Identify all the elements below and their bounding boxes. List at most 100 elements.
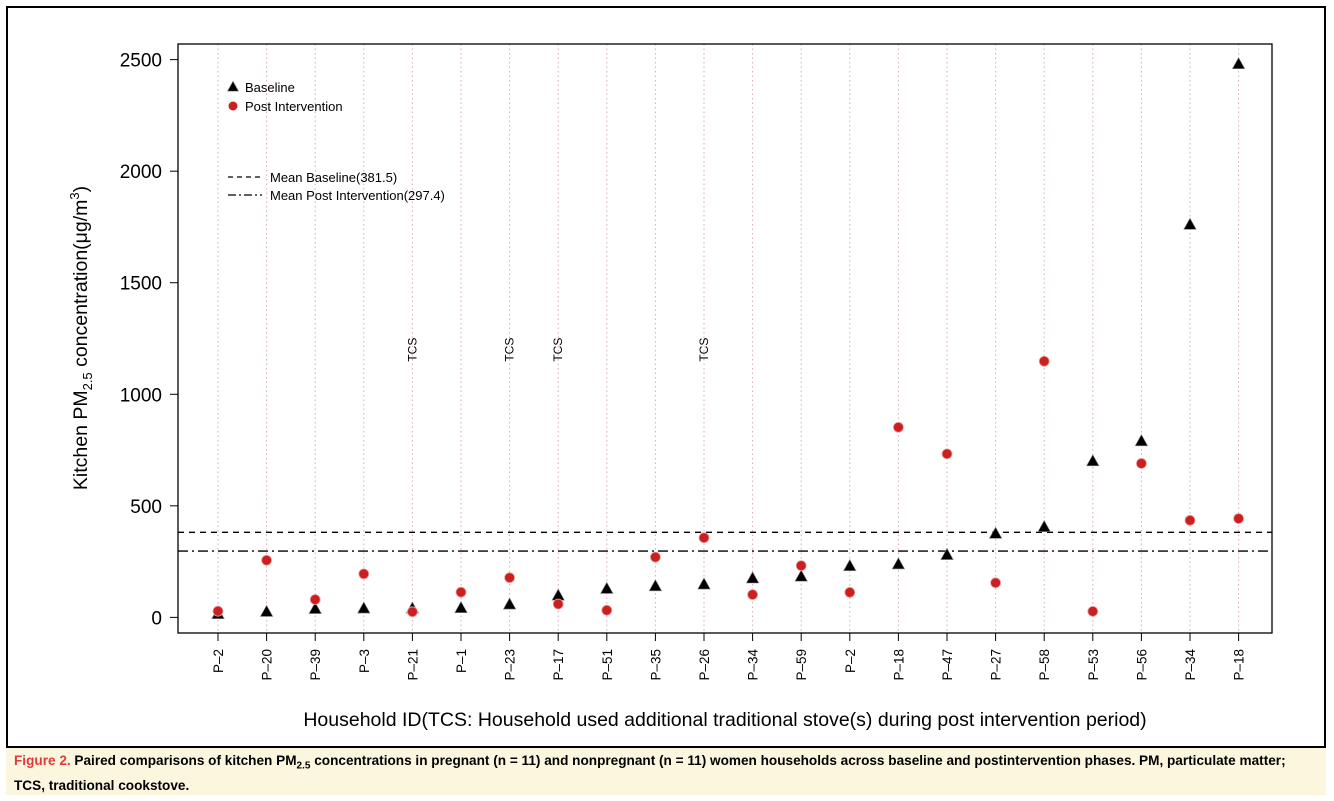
x-tick-label: P–18 bbox=[891, 649, 906, 681]
post-intervention-point bbox=[358, 568, 370, 580]
x-tick-label: P–51 bbox=[600, 649, 615, 681]
post-intervention-point bbox=[212, 605, 224, 617]
x-tick-label: P–27 bbox=[989, 649, 1004, 681]
x-tick-label: P–26 bbox=[697, 649, 712, 681]
baseline-point bbox=[308, 601, 322, 614]
baseline-point bbox=[1037, 519, 1051, 532]
baseline-point bbox=[794, 569, 808, 582]
baseline-point bbox=[551, 588, 565, 601]
baseline-point bbox=[843, 558, 857, 572]
caption-text-part1: Paired comparisons of kitchen PM bbox=[70, 753, 297, 768]
x-tick-label: P–23 bbox=[503, 649, 518, 681]
y-axis-label-main: Kitchen PM bbox=[70, 390, 92, 490]
legend-label: Baseline bbox=[245, 80, 295, 95]
x-tick-label: P–53 bbox=[1086, 649, 1101, 681]
post-intervention-point bbox=[309, 594, 321, 605]
y-axis-label: Kitchen PM2.5 concentration(μg/m3) bbox=[67, 186, 95, 490]
legend-label: Post Intervention bbox=[245, 99, 343, 114]
y-axis-label-sup: 3 bbox=[67, 192, 82, 199]
figure-label: Figure 2. bbox=[14, 753, 71, 768]
post-intervention-point bbox=[698, 532, 710, 544]
x-tick-label: P–21 bbox=[405, 649, 420, 681]
post-intervention-point bbox=[990, 577, 1001, 589]
baseline-point bbox=[1134, 434, 1149, 447]
post-intervention-point bbox=[601, 604, 613, 616]
x-tick-label: P–2 bbox=[843, 649, 858, 673]
baseline-point bbox=[891, 557, 906, 570]
baseline-point bbox=[648, 579, 663, 592]
key-label: Mean Baseline(381.5) bbox=[270, 170, 397, 185]
legend-circle-marker bbox=[228, 101, 238, 111]
baseline-point bbox=[1231, 56, 1246, 70]
baseline-point bbox=[1183, 217, 1197, 230]
plot-box bbox=[177, 43, 1273, 634]
y-axis: 0 500 1000 1500 2000 2500 bbox=[120, 51, 178, 629]
baseline-point bbox=[259, 604, 274, 617]
x-tick-label: P–47 bbox=[940, 649, 955, 681]
x-tick-label: P–34 bbox=[1183, 649, 1198, 681]
tcs-annotation: TCS bbox=[503, 338, 517, 362]
y-axis-label-end: ) bbox=[70, 186, 92, 193]
key-label: Mean Post Intervention(297.4) bbox=[270, 188, 445, 203]
post-intervention-point bbox=[650, 551, 661, 563]
tcs-annotation: TCS bbox=[551, 338, 565, 362]
post-intervention-point bbox=[455, 586, 467, 598]
legend: Baseline Post Intervention bbox=[226, 80, 343, 114]
x-tick-label: P–39 bbox=[308, 649, 323, 681]
x-axis: P–2 P–20 P–39 P–3 P–21 P–1 P–23 P–17 P–51 P–35 P–2… bbox=[211, 633, 1247, 681]
baseline-point bbox=[357, 601, 371, 614]
x-tick-label: P–1 bbox=[454, 649, 469, 673]
y-axis-label-mid: concentration(μg/m bbox=[70, 200, 92, 373]
x-tick-label: P–34 bbox=[746, 649, 761, 681]
baseline-point bbox=[697, 577, 711, 590]
y-tick-label: 0 bbox=[151, 608, 162, 629]
vertical-gridlines bbox=[217, 44, 1240, 633]
figure-frame bbox=[6, 6, 1326, 795]
y-tick-label: 2500 bbox=[120, 51, 162, 72]
tcs-annotation: TCS bbox=[405, 338, 419, 362]
post-intervention-point bbox=[406, 606, 418, 618]
x-tick-label: P–18 bbox=[1232, 649, 1247, 681]
baseline-point bbox=[502, 597, 517, 610]
post-intervention-point bbox=[1233, 513, 1244, 524]
x-tick-label: P–35 bbox=[648, 649, 663, 681]
x-tick-label: P–58 bbox=[1037, 649, 1052, 681]
caption-subscript: 2.5 bbox=[296, 760, 311, 772]
baseline-point bbox=[1086, 454, 1100, 467]
x-tick-label: P–56 bbox=[1134, 649, 1149, 681]
x-axis-label: Household ID(TCS: Household used additio… bbox=[303, 709, 1146, 731]
post-intervention-point bbox=[1184, 514, 1196, 526]
caption-text-part2: concentrations in pregnant (n = 11) and … bbox=[14, 753, 1286, 793]
baseline-point bbox=[988, 526, 1003, 539]
tcs-annotations: TCS TCS TCS TCS bbox=[405, 338, 711, 362]
tcs-annotation: TCS bbox=[697, 338, 711, 362]
mean-lines-key: Mean Baseline(381.5) Mean Post Interventi… bbox=[228, 170, 445, 203]
post-intervention-point bbox=[747, 589, 758, 601]
post-intervention-point bbox=[1038, 355, 1050, 367]
x-tick-label: P–2 bbox=[211, 649, 226, 673]
post-intervention-point bbox=[1087, 605, 1099, 617]
y-tick-label: 1000 bbox=[120, 385, 162, 406]
y-axis-label-sub: 2.5 bbox=[80, 372, 95, 390]
baseline-point bbox=[940, 547, 954, 560]
baseline-point bbox=[600, 581, 614, 594]
post-intervention-point bbox=[552, 598, 564, 610]
post-intervention-point bbox=[795, 560, 807, 572]
x-tick-label: P–3 bbox=[357, 649, 372, 673]
post-intervention-point bbox=[1136, 458, 1147, 469]
baseline-point bbox=[745, 571, 760, 584]
data-points bbox=[211, 56, 1246, 619]
post-intervention-point bbox=[504, 572, 516, 584]
post-intervention-point bbox=[844, 586, 856, 598]
x-tick-label: P–20 bbox=[260, 649, 275, 681]
y-tick-label: 2000 bbox=[120, 162, 162, 183]
x-tick-label: P–17 bbox=[551, 649, 566, 681]
baseline-point bbox=[454, 600, 468, 613]
legend-triangle-marker bbox=[226, 80, 240, 92]
x-tick-label: P–59 bbox=[794, 649, 809, 681]
post-intervention-point bbox=[941, 448, 953, 460]
figure-caption: Figure 2. Paired comparisons of kitchen … bbox=[6, 746, 1326, 795]
y-tick-label: 500 bbox=[130, 497, 162, 518]
y-tick-label: 1500 bbox=[120, 274, 162, 295]
